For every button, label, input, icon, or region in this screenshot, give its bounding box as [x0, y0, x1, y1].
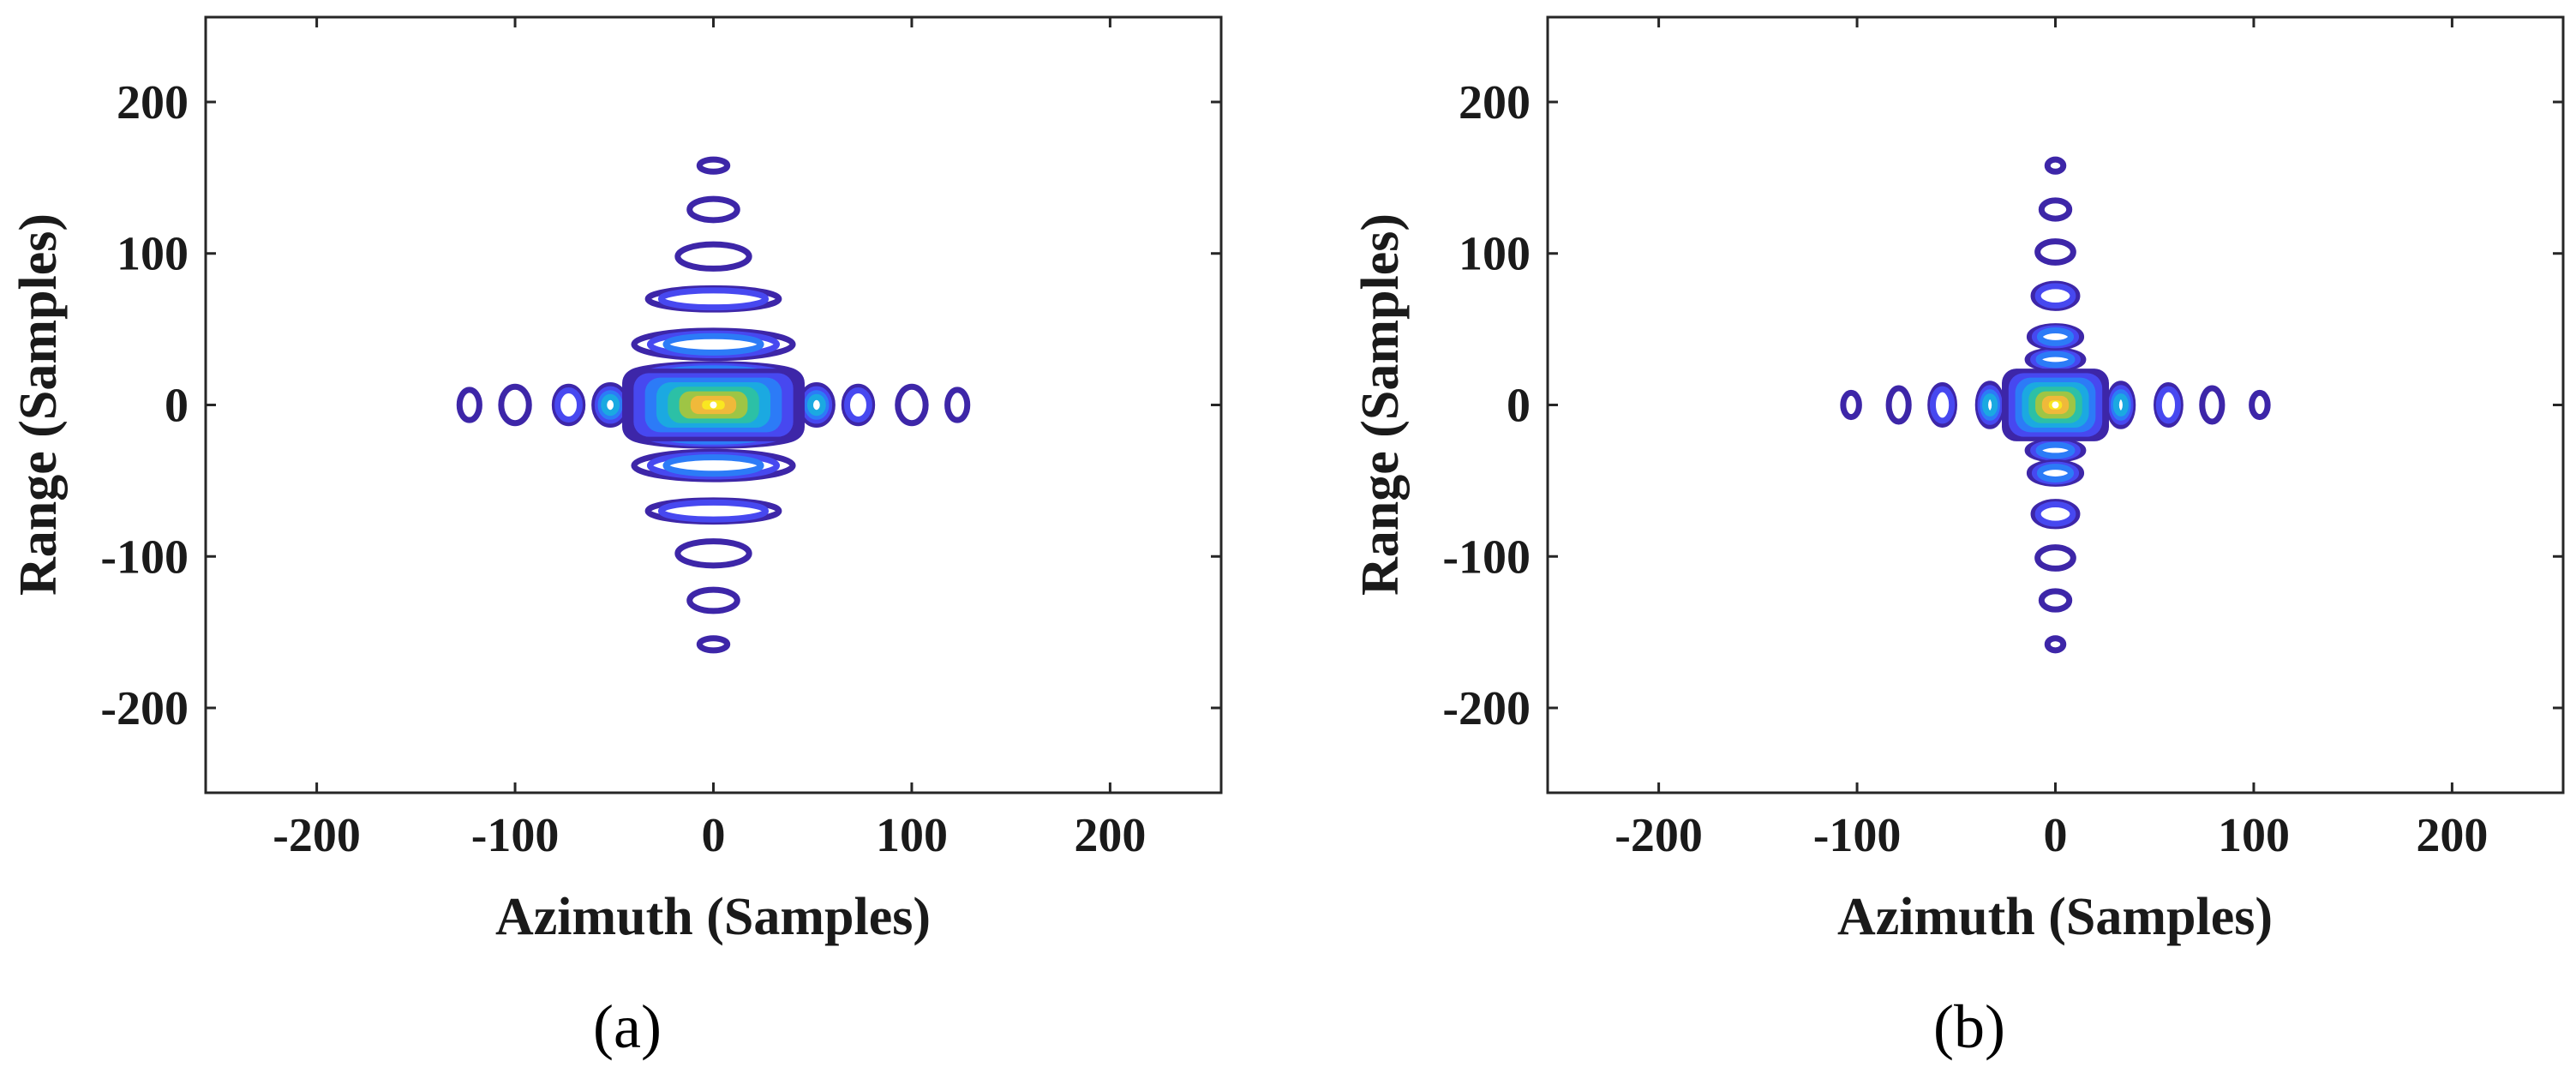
- azimuth-sidelobe-left-2-a-ring-2: [597, 390, 623, 420]
- ytick-label-0-a: 0: [165, 380, 189, 433]
- xtick-label-0-b: 0: [2044, 809, 2068, 862]
- xtick-label--100-b: -100: [1813, 809, 1902, 862]
- panel-label-b: (b): [1933, 992, 2005, 1061]
- range-sidelobe-up-5-b-ring-0: [2038, 197, 2073, 222]
- ytick-label-200-a: 200: [117, 76, 189, 129]
- ytick-label--100-a: -100: [100, 531, 189, 584]
- azimuth-sidelobe-right-3-a-ring-1: [843, 387, 872, 423]
- azimuth-sidelobe-left-1-b-ring-3: [1982, 393, 1998, 417]
- range-sidelobe-down-4-a-ring-0: [674, 538, 752, 569]
- azimuth-sidelobe-left-2-b-ring-1: [1929, 386, 1956, 424]
- azimuth-sidelobe-left-3-b-ring-0: [1885, 385, 1912, 425]
- xlabel-b: Azimuth (Samples): [1837, 888, 2273, 946]
- xtick-label--200-b: -200: [1614, 809, 1703, 862]
- xtick-label-0-a: 0: [702, 809, 726, 862]
- range-sidelobe-up-1-b-ring-2: [2035, 351, 2076, 369]
- xtick-label-200-b: 200: [2416, 809, 2488, 862]
- azimuth-sidelobe-right-1-b-ring-3: [2112, 393, 2129, 417]
- peak-marker-a: [710, 401, 717, 409]
- ytick-label--100-b: -100: [1442, 531, 1531, 584]
- range-sidelobe-up-3-a-ring-1: [657, 287, 770, 311]
- xtick-label-200-a: 200: [1074, 809, 1146, 862]
- range-sidelobe-up-3-b-ring-1: [2034, 283, 2076, 309]
- azimuth-sidelobe-right-2-a-ring-3: [806, 393, 826, 417]
- panel-b: -200 -100 0 100 200 -200 -100 0 100 200 Azimuth (…: [1351, 15, 2565, 1061]
- contour-group-a: [456, 156, 971, 654]
- ytick-label-100-b: 100: [1459, 228, 1531, 281]
- xlabel-a: Azimuth (Samples): [495, 888, 931, 946]
- range-sidelobe-up-2-b-ring-2: [2036, 327, 2075, 346]
- ticks-a: -200 -100 0 100 200 -200 -100 0 100 200: [100, 17, 1221, 862]
- range-sidelobe-down-3-b-ring-1: [2034, 501, 2076, 527]
- range-sidelobe-up-4-b-ring-0: [2034, 238, 2076, 266]
- range-sidelobe-down-4-b-ring-0: [2034, 544, 2076, 572]
- range-sidelobe-down-2-a-ring-2: [662, 454, 764, 477]
- xtick-label--200-a: -200: [273, 809, 361, 862]
- xtick-label-100-a: 100: [876, 809, 948, 862]
- range-sidelobe-up-6-b-ring-0: [2044, 156, 2067, 175]
- range-sidelobe-down-5-b-ring-0: [2038, 588, 2073, 613]
- contour-group-b: [1840, 156, 2271, 654]
- azimuth-sidelobe-left-3-a-ring-1: [554, 387, 584, 423]
- ylabel-a: Range (Samples): [9, 213, 68, 596]
- range-sidelobe-up-2-a-ring-2: [662, 333, 764, 356]
- range-sidelobe-down-6-a-ring-0: [696, 635, 731, 654]
- panel-label-a: (a): [593, 992, 662, 1061]
- ticks-b: -200 -100 0 100 200 -200 -100 0 100 200: [1442, 17, 2563, 862]
- ytick-label--200-b: -200: [1442, 682, 1531, 735]
- xtick-label-100-b: 100: [2218, 809, 2290, 862]
- ytick-label-200-b: 200: [1459, 76, 1531, 129]
- peak-marker-b: [2052, 401, 2059, 409]
- azimuth-sidelobe-left-4-a-ring-0: [498, 383, 532, 427]
- azimuth-sidelobe-right-2-a-ring-2: [804, 390, 830, 420]
- azimuth-sidelobe-right-4-b-ring-0: [2249, 389, 2271, 421]
- range-sidelobe-down-5-a-ring-0: [686, 586, 740, 614]
- range-sidelobe-down-2-b-ring-2: [2036, 464, 2075, 483]
- range-sidelobe-down-3-a-ring-1: [657, 499, 770, 523]
- range-sidelobe-down-1-b-ring-2: [2035, 441, 2076, 459]
- range-sidelobe-down-6-b-ring-0: [2044, 635, 2067, 654]
- azimuth-sidelobe-left-2-a-ring-3: [601, 393, 620, 417]
- azimuth-sidelobe-left-4-b-ring-0: [1840, 389, 1862, 421]
- range-sidelobe-up-6-a-ring-0: [696, 156, 731, 175]
- ytick-label-0-b: 0: [1507, 380, 1531, 433]
- azimuth-sidelobe-left-5-a-ring-0: [456, 387, 482, 423]
- range-sidelobe-up-5-a-ring-0: [686, 195, 740, 224]
- azimuth-sidelobe-right-3-b-ring-0: [2199, 385, 2226, 425]
- panel-a: -200 -100 0 100 200 -200 -100 0 100 200 Azimuth (…: [9, 15, 1223, 1061]
- ylabel-b: Range (Samples): [1351, 213, 1410, 596]
- ytick-label-100-a: 100: [117, 228, 189, 281]
- azimuth-sidelobe-right-5-a-ring-0: [944, 387, 971, 423]
- azimuth-sidelobe-right-2-b-ring-1: [2155, 386, 2182, 424]
- range-sidelobe-up-4-a-ring-0: [674, 241, 752, 272]
- ytick-label--200-a: -200: [100, 682, 189, 735]
- azimuth-sidelobe-right-4-a-ring-0: [895, 383, 929, 427]
- xtick-label--100-a: -100: [471, 809, 560, 862]
